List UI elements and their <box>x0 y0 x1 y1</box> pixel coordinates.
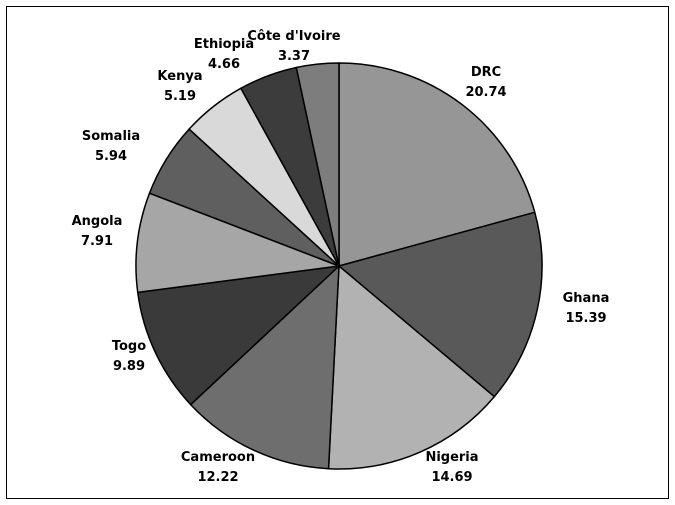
pie-slice-cameroon <box>189 265 340 470</box>
slice-value-label-8: 4.66 <box>208 57 240 72</box>
pie-slice-drc <box>338 62 536 267</box>
slice-label-0: DRC <box>471 65 501 80</box>
pie-slices <box>135 62 543 470</box>
slice-label-6: Somalia <box>82 129 140 144</box>
slice-value-label-7: 5.19 <box>164 89 196 104</box>
slice-label-4: Togo <box>112 339 146 354</box>
slice-label-5: Angola <box>72 214 123 229</box>
slice-value-label-2: 14.69 <box>431 470 472 485</box>
slice-value-label-3: 12.22 <box>197 470 238 485</box>
slice-value-label-0: 20.74 <box>465 85 506 100</box>
slice-value-label-9: 3.37 <box>278 49 310 64</box>
slice-value-label-5: 7.91 <box>81 234 113 249</box>
pie-slice-c-te-d-ivoire <box>295 62 340 267</box>
slice-label-2: Nigeria <box>425 450 478 465</box>
slice-value-label-1: 15.39 <box>565 311 606 326</box>
slice-label-9: Côte d'Ivoire <box>247 29 340 44</box>
slice-label-8: Ethiopia <box>194 37 254 52</box>
slice-value-label-4: 9.89 <box>113 359 145 374</box>
slice-label-3: Cameroon <box>181 450 255 465</box>
slice-value-label-6: 5.94 <box>95 149 127 164</box>
pie-labels: DRC 20.74 Ghana 15.39 Nigeria 14.69 Cameroon 12… <box>72 29 610 485</box>
slice-label-7: Kenya <box>157 69 202 84</box>
pie-slice-angola <box>135 192 340 294</box>
pie-slice-nigeria <box>327 265 496 470</box>
pie-slice-togo <box>136 265 340 406</box>
slice-label-1: Ghana <box>563 291 610 306</box>
pie-slice-ghana <box>338 211 543 398</box>
